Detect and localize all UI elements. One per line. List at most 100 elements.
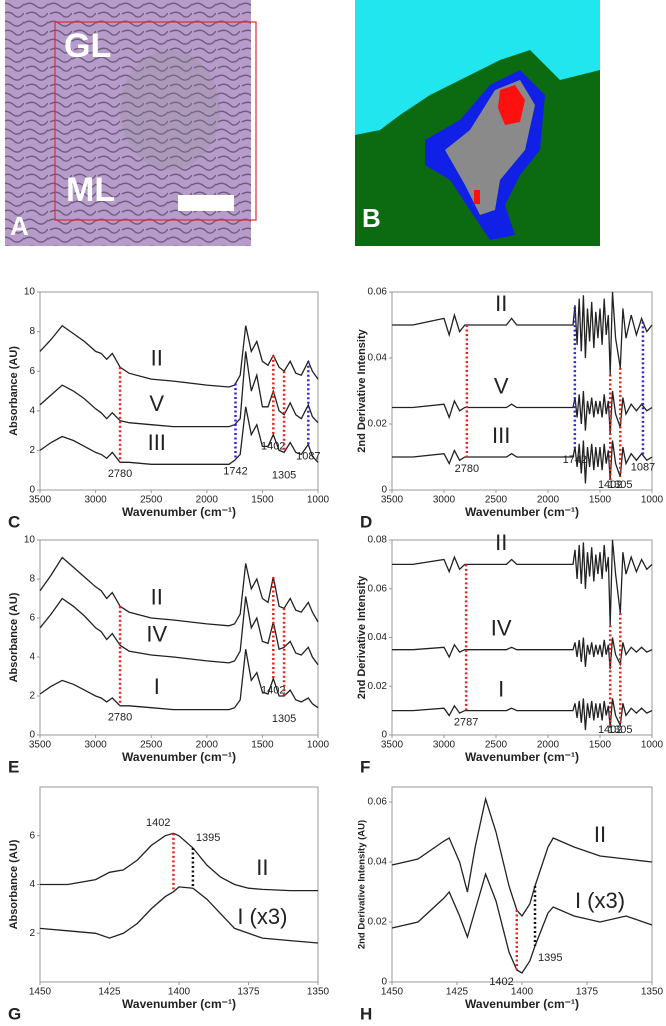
y-tick-label: 4 (29, 405, 35, 416)
x-axis-title: Wavenumber (cm⁻¹) (465, 750, 579, 764)
x-tick-label: 2500 (485, 495, 508, 506)
x-tick-label: 2000 (196, 495, 219, 506)
x-tick-label: 2500 (140, 740, 163, 751)
peak-label: 1305 (272, 713, 296, 725)
spectrum-line (392, 390, 653, 434)
series-label: II (594, 822, 606, 847)
series-label: I (154, 674, 160, 699)
x-tick-label: 3500 (29, 495, 52, 506)
peak-label: 1402 (261, 440, 285, 452)
x-tick-label: 1375 (237, 987, 260, 998)
panel-label: A (10, 211, 29, 241)
x-tick-label: 1375 (576, 987, 599, 998)
spectrum-line (392, 291, 653, 375)
spectrum-line (39, 556, 319, 627)
y-tick-label: 0 (381, 730, 387, 741)
peak-label: 1305 (608, 724, 632, 736)
chart-panel: 1450 1425 1400 1375 1350 0 0.02 0.04 0.06 Wavenum… (357, 786, 664, 1023)
spectrum-line (391, 796, 653, 918)
x-tick-label: 1450 (381, 987, 404, 998)
chart-panel: 3500 3000 2500 2000 1500 1000 0 0.02 0.04 0.06 0.0… (356, 530, 664, 776)
map-region (54, 21, 257, 221)
x-tick-label: 2000 (196, 740, 219, 751)
peak-label: 1402 (489, 976, 513, 988)
series-label: I (x3) (237, 904, 287, 929)
y-tick-label: 0 (381, 485, 387, 496)
peak-label: 2780 (108, 468, 132, 480)
plot-frame (39, 291, 319, 491)
y-tick-label: 0.04 (368, 353, 388, 364)
x-tick-label: 3000 (84, 495, 107, 506)
series-label: III (492, 423, 510, 448)
series-label: V (149, 391, 164, 416)
y-tick-label: 0.06 (368, 583, 388, 594)
y-tick-label: 6 (29, 830, 35, 841)
x-axis-title: Wavenumber (cm⁻¹) (465, 997, 579, 1011)
y-tick-label: 8 (29, 574, 35, 585)
spectrum-line (39, 886, 319, 944)
peak-label: 1742 (563, 454, 587, 466)
panel-label: F (360, 757, 370, 776)
panel-label: H (360, 1004, 372, 1023)
x-tick-label: 1500 (251, 740, 274, 751)
x-tick-label: 1425 (98, 987, 121, 998)
y-tick-label: 8 (29, 326, 35, 337)
region-label: ML (66, 171, 115, 209)
peak-label: 1402 (598, 479, 622, 491)
spectrum-line (39, 406, 319, 465)
spectrum-line (392, 440, 653, 484)
x-tick-label: 1500 (589, 740, 612, 751)
cluster-region (355, 0, 600, 135)
series-label: II (151, 584, 163, 609)
y-tick-label: 4 (29, 652, 35, 663)
plot-frame (39, 786, 319, 983)
x-tick-label: 3000 (433, 495, 456, 506)
series-label: V (494, 373, 509, 398)
x-tick-label: 1350 (641, 987, 664, 998)
micrograph-b: B (355, 0, 600, 246)
series-label: II (495, 291, 507, 316)
peak-label: 1087 (631, 461, 655, 473)
peak-label: 1395 (196, 832, 220, 844)
x-tick-label: 3000 (433, 740, 456, 751)
peak-label: 1402 (261, 684, 285, 696)
panel-label: G (8, 1004, 21, 1023)
x-tick-label: 1450 (29, 987, 52, 998)
y-tick-label: 6 (29, 613, 35, 624)
peak-label: 1742 (223, 465, 247, 477)
x-axis-title: Wavenumber (cm⁻¹) (122, 750, 236, 764)
spectrum-line (40, 832, 318, 892)
x-axis-title: Wavenumber (cm⁻¹) (122, 505, 236, 519)
y-tick-label: 0 (29, 485, 35, 496)
y-tick-label: 10 (24, 535, 36, 546)
y-tick-label: 0.06 (368, 797, 388, 808)
y-tick-label: 0.04 (368, 632, 388, 643)
x-tick-label: 1350 (307, 987, 330, 998)
x-tick-label: 1000 (641, 495, 664, 506)
y-tick-label: 10 (24, 287, 36, 298)
x-axis-title: Wavenumber (cm⁻¹) (465, 505, 579, 519)
peak-label: 1305 (272, 469, 296, 481)
x-axis-title: Wavenumber (cm⁻¹) (122, 997, 236, 1011)
y-tick-label: 0.02 (368, 681, 388, 692)
y-tick-label: 6 (29, 366, 35, 377)
y-tick-label: 2 (29, 928, 35, 939)
plot-frame (391, 291, 653, 491)
y-axis-title: Absorbance (AU) (8, 346, 20, 436)
scale-bar (178, 195, 234, 211)
peak-label: 1305 (608, 479, 632, 491)
series-label: II (256, 855, 268, 880)
x-tick-label: 1400 (511, 987, 534, 998)
y-axis-title: Absorbance (AU) (8, 839, 20, 929)
panel-label: B (362, 203, 381, 233)
spectrum-line (392, 637, 653, 670)
series-label: I (498, 676, 504, 701)
region-label: GL (64, 27, 111, 65)
x-tick-label: 2500 (140, 495, 163, 506)
series-label: II (151, 345, 163, 370)
x-tick-label: 3500 (381, 740, 404, 751)
peak-label: 1402 (598, 724, 622, 736)
spectrum-line (391, 871, 653, 974)
panel-label: C (8, 512, 20, 531)
y-axis-title: Absorbance (AU) (8, 592, 20, 682)
